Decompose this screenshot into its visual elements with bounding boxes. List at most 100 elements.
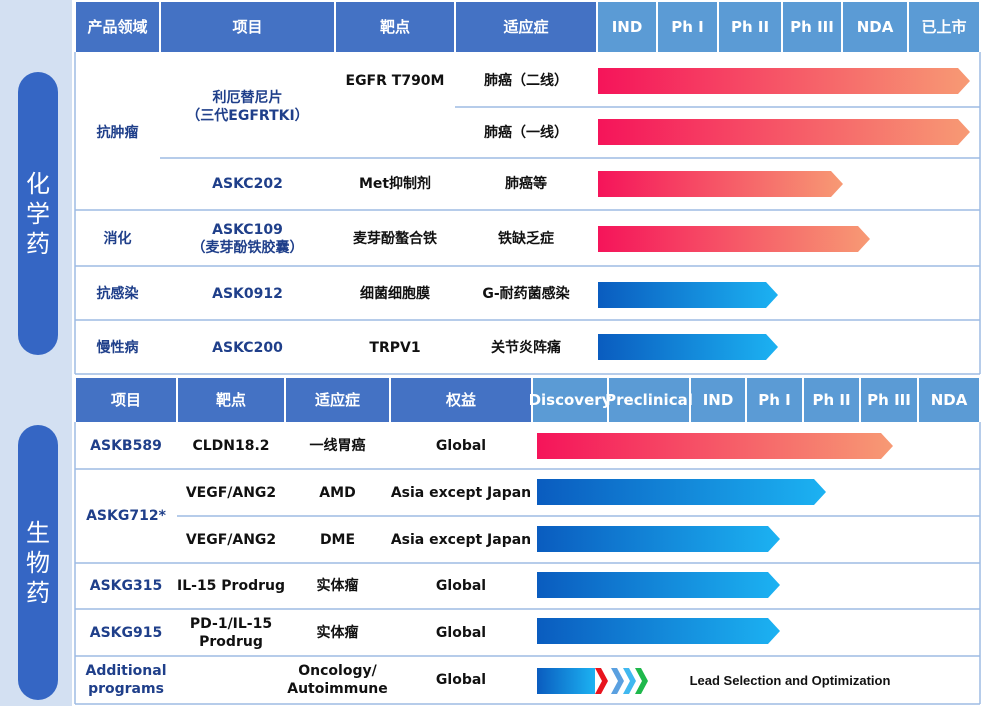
- cell: Preclinical: [605, 378, 693, 422]
- text: IND: [611, 18, 643, 36]
- text: Ph II: [730, 18, 770, 36]
- cell: 权益: [390, 378, 532, 422]
- text: Ph I: [758, 391, 791, 409]
- cell: 已上市: [908, 2, 980, 52]
- text: Ph II: [812, 391, 851, 409]
- stage-cell: [783, 2, 841, 52]
- header-cell: [391, 378, 531, 422]
- cell: 实体瘤: [285, 610, 390, 655]
- cell: 麦芽酚螯合铁: [335, 212, 455, 265]
- text: Prodrug: [199, 633, 263, 650]
- text: VEGF/ANG2: [185, 531, 277, 548]
- cell: ASKB589: [75, 424, 177, 468]
- text: 靶点: [215, 391, 246, 409]
- text: VEGF/ANG2: [185, 484, 277, 501]
- cell: 靶点: [335, 2, 455, 52]
- stage-cell: [861, 378, 917, 422]
- text: CLDN18.2: [192, 438, 270, 454]
- text: （麦芽酚铁胶囊）: [191, 239, 304, 256]
- cell: ASK0912: [160, 268, 335, 320]
- header-cell: [161, 2, 334, 52]
- cell: Met抑制剂: [335, 158, 455, 210]
- progress-arrow: [598, 282, 778, 308]
- text: Asia except Japan: [390, 531, 532, 548]
- stage-cell: [843, 2, 907, 52]
- stage-cell: [719, 2, 781, 52]
- chevron: [623, 668, 636, 694]
- cell: 产品领域: [75, 2, 160, 52]
- text: 肺癌（二线）: [484, 73, 568, 89]
- cell: Additional programs: [75, 657, 177, 703]
- text: Global: [435, 624, 487, 641]
- text: 肺癌等: [505, 176, 547, 192]
- text: Ph III: [790, 18, 834, 36]
- text: 生物药: [26, 518, 50, 607]
- progress-arrow: [598, 68, 970, 94]
- cell: EGFR T790M: [335, 55, 455, 107]
- text: 适应症: [503, 18, 549, 36]
- text: DME: [319, 531, 356, 548]
- text: TRPV1: [369, 339, 421, 356]
- cell: 肺癌等: [455, 158, 597, 210]
- text: EGFR T790M: [345, 73, 445, 89]
- cell: Oncology/Autoimmune: [285, 657, 390, 703]
- text: ASKG315: [89, 578, 163, 594]
- cell: PD-1/IL-15 Prodrug: [177, 610, 285, 655]
- cell: 消化: [75, 212, 160, 265]
- text: ASKB589: [90, 438, 162, 454]
- text: 实体瘤: [316, 624, 359, 641]
- text: 一线胃癌: [309, 438, 366, 454]
- cell: 项目: [75, 378, 177, 422]
- cell: Ph II: [718, 2, 782, 52]
- cell: ASKG915: [75, 610, 177, 655]
- text: 关节炎阵痛: [491, 339, 561, 356]
- text: ASKG712*: [86, 508, 166, 524]
- cell: IL-15 Prodrug: [177, 564, 285, 608]
- text: Asia except Japan: [390, 484, 532, 501]
- text: ASKG915: [89, 624, 163, 641]
- text: 项目: [232, 18, 263, 36]
- cell: Ph II: [803, 378, 860, 422]
- header-cell: [336, 2, 454, 52]
- cell: 关节炎阵痛: [455, 322, 597, 373]
- text: 项目: [110, 391, 141, 409]
- cell: Global: [390, 424, 532, 468]
- text: Global: [435, 438, 487, 454]
- cell: 适应症: [285, 378, 390, 422]
- cell: G-耐药菌感染: [455, 268, 597, 320]
- cell: Asia except Japan: [390, 470, 532, 515]
- cell: VEGF/ANG2: [177, 517, 285, 562]
- text: ASKC202: [212, 176, 283, 192]
- cell: 抗肿瘤: [75, 55, 160, 210]
- note: Lead Selection and Optimization: [660, 668, 920, 694]
- cell: 肺癌（二线）: [455, 55, 597, 107]
- text: 实体瘤: [316, 578, 359, 594]
- text: 麦芽酚螯合铁: [353, 230, 437, 247]
- text: 适应症: [314, 391, 360, 409]
- text: IL-15 Prodrug: [177, 578, 285, 594]
- stage-cell: [598, 2, 656, 52]
- cell: ASKC202: [160, 158, 335, 210]
- text: 化学药: [26, 169, 50, 258]
- cell: Global: [390, 657, 532, 703]
- text: 抗感染: [96, 286, 139, 302]
- header-cell: [76, 378, 176, 422]
- cell: 肺癌（一线）: [455, 107, 597, 158]
- text: （三代EGFRTKI）: [186, 107, 309, 124]
- stage-cell: [609, 378, 689, 422]
- text: NDA: [930, 391, 968, 409]
- text: G-耐药菌感染: [482, 286, 570, 302]
- progress-arrow: [598, 171, 843, 197]
- cell: 适应症: [455, 2, 597, 52]
- cell: NDA: [842, 2, 908, 52]
- progress-arrow: [598, 226, 870, 252]
- cell: Discovery: [529, 378, 612, 422]
- cell: 细菌细胞膜: [335, 268, 455, 320]
- cell: VEGF/ANG2: [177, 470, 285, 515]
- header-cell: [76, 2, 159, 52]
- progress-arrow: [537, 479, 826, 505]
- text: Ph III: [867, 391, 911, 409]
- text: 细菌细胞膜: [360, 286, 430, 302]
- cell: ASKG315: [75, 564, 177, 608]
- stage-cell: [747, 378, 802, 422]
